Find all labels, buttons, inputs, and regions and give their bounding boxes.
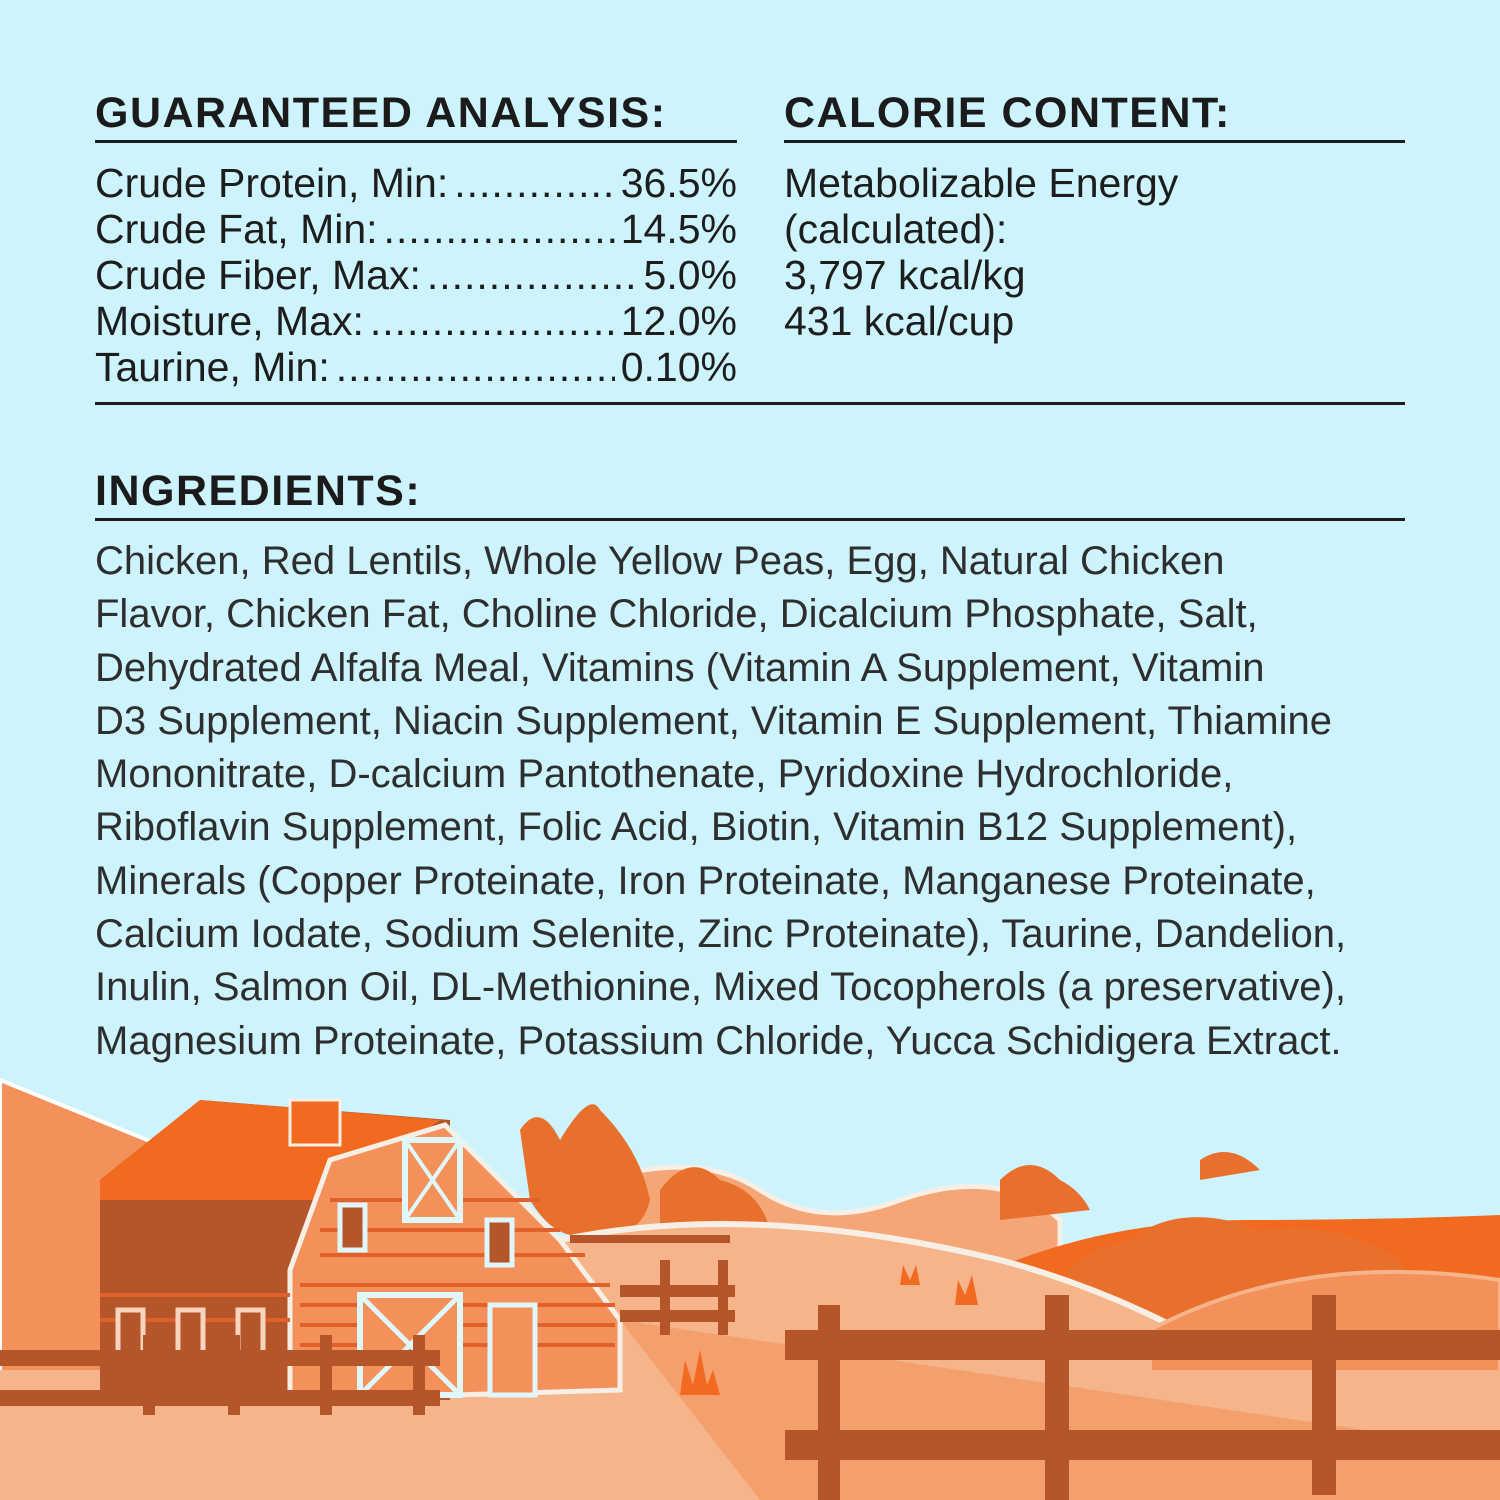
ingredients-line: Minerals (Copper Proteinate, Iron Protei… — [95, 858, 1316, 903]
dot-leader — [336, 344, 615, 390]
analysis-value: 0.10% — [620, 344, 737, 390]
barn — [100, 1098, 623, 1403]
analysis-label: Crude Fat, Min: — [95, 206, 378, 252]
calorie-line: (calculated): — [784, 206, 1008, 252]
calorie-line: 3,797 kcal/kg — [784, 252, 1026, 298]
fences — [0, 1235, 1500, 1500]
analysis-value: 36.5% — [620, 160, 737, 206]
calorie-line: Metabolizable Energy — [784, 160, 1179, 206]
calorie-content-heading: CALORIE CONTENT: — [784, 89, 1231, 137]
analysis-value: 5.0% — [643, 252, 737, 298]
analysis-value: 14.5% — [620, 206, 737, 252]
ingredients-heading: INGREDIENTS: — [95, 467, 422, 515]
ingredients-line: Calcium Iodate, Sodium Selenite, Zinc Pr… — [95, 912, 1347, 957]
analysis-label: Crude Protein, Min: — [95, 160, 449, 206]
calorie-content-text: Metabolizable Energy (calculated): 3,797… — [784, 160, 1178, 344]
ingredients-line: Chicken, Red Lentils, Whole Yellow Peas,… — [95, 539, 1225, 583]
dot-leader — [427, 252, 638, 298]
analysis-value: 12.0% — [620, 298, 737, 344]
ingredients-line: Inulin, Salmon Oil, DL-Methionine, Mixed… — [95, 965, 1346, 1010]
guaranteed-analysis-heading: GUARANTEED ANALYSIS: — [95, 89, 667, 137]
analysis-label: Crude Fiber, Max: — [95, 252, 421, 298]
ingredients-line: Flavor, Chicken Fat, Choline Chloride, D… — [95, 592, 1258, 637]
analysis-label: Taurine, Min: — [95, 344, 330, 390]
analysis-row: Crude Fiber, Max: 5.0% — [95, 252, 737, 298]
divider — [784, 140, 1405, 143]
analysis-row: Crude Fat, Min: 14.5% — [95, 206, 737, 252]
section-divider — [95, 402, 1405, 405]
grass-tufts — [680, 1265, 978, 1395]
calorie-line: 431 kcal/cup — [784, 298, 1015, 344]
farm-illustration — [0, 1077, 1500, 1500]
divider — [95, 140, 737, 143]
dot-leader — [370, 298, 615, 344]
ingredients-line: Riboflavin Supplement, Folic Acid, Bioti… — [95, 805, 1298, 850]
ingredients-line: Magnesium Proteinate, Potassium Chloride… — [95, 1018, 1342, 1063]
analysis-row: Moisture, Max: 12.0% — [95, 298, 737, 344]
ingredients-list: Chicken, Red Lentils, Whole Yellow Peas,… — [95, 535, 1415, 1068]
dot-leader — [384, 206, 615, 252]
analysis-row: Taurine, Min: 0.10% — [95, 344, 737, 390]
analysis-label: Moisture, Max: — [95, 298, 364, 344]
ingredients-line: D3 Supplement, Niacin Supplement, Vitami… — [95, 698, 1332, 743]
dot-leader — [454, 160, 615, 206]
analysis-row: Crude Protein, Min: 36.5% — [95, 160, 737, 206]
guaranteed-analysis-table: Crude Protein, Min: 36.5% Crude Fat, Min:… — [95, 160, 737, 390]
ingredients-line: Dehydrated Alfalfa Meal, Vitamins (Vitam… — [95, 645, 1265, 690]
ingredients-line: Mononitrate, D-calcium Pantothenate, Pyr… — [95, 752, 1234, 797]
divider — [95, 518, 1405, 521]
